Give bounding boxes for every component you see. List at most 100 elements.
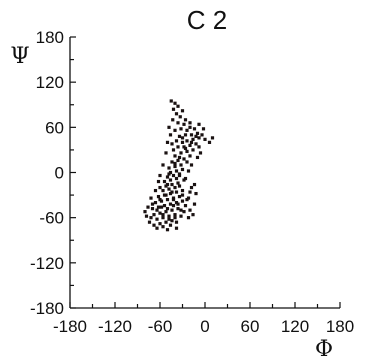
data-point: [200, 133, 204, 137]
data-point: [174, 112, 179, 116]
data-point: [179, 127, 183, 131]
data-point: [176, 207, 180, 211]
data-point: [159, 205, 164, 209]
data-point: [171, 198, 176, 202]
data-point: [164, 210, 168, 214]
data-point: [165, 228, 170, 232]
data-point: [174, 226, 179, 230]
data-point: [174, 139, 179, 143]
data-point: [197, 145, 201, 149]
data-point: [176, 121, 180, 125]
data-point: [167, 166, 171, 170]
data-point: [168, 133, 173, 137]
data-point: [171, 107, 176, 111]
data-point: [177, 134, 182, 138]
data-point: [179, 208, 183, 212]
x-tick-label: 180: [326, 317, 354, 336]
data-point: [171, 148, 176, 152]
data-point: [168, 202, 173, 206]
data-point: [170, 160, 174, 164]
data-point: [192, 202, 197, 206]
data-point: [192, 127, 197, 131]
data-point: [170, 190, 174, 194]
data-point: [197, 136, 201, 140]
y-tick-label: 0: [55, 164, 64, 183]
data-point: [143, 210, 147, 214]
data-point: [186, 169, 191, 173]
data-point: [180, 199, 185, 203]
data-point: [198, 151, 203, 155]
data-point: [182, 157, 186, 161]
data-point: [158, 211, 162, 215]
data-point: [162, 204, 167, 208]
data-point: [173, 185, 177, 190]
data-point: [173, 161, 177, 166]
data-point: [170, 219, 174, 223]
y-tick-label: -180: [30, 299, 64, 318]
data-point: [180, 193, 185, 197]
data-point: [171, 173, 176, 178]
data-point: [152, 223, 156, 227]
data-point: [167, 172, 171, 176]
data-point: [152, 213, 156, 217]
data-point: [165, 182, 170, 187]
data-point: [179, 151, 183, 155]
y-tick-label: 60: [45, 118, 64, 137]
data-point: [162, 179, 167, 184]
data-point: [167, 214, 171, 218]
data-point: [195, 155, 200, 160]
data-point: [185, 160, 189, 164]
data-point: [174, 176, 179, 181]
data-point: [177, 194, 182, 199]
data-point: [174, 190, 179, 194]
data-point: [179, 163, 183, 167]
data-point: [180, 140, 185, 144]
data-point: [169, 99, 173, 103]
x-tick-label: 0: [200, 317, 209, 336]
data-point: [167, 187, 171, 191]
data-point: [150, 202, 155, 206]
data-point: [176, 145, 180, 149]
data-point: [164, 193, 168, 197]
data-point: [179, 214, 183, 218]
data-point: [171, 204, 176, 208]
y-ticks: 180 120 60 0 -60 -120 -180: [30, 28, 76, 318]
data-point: [173, 164, 177, 169]
data-point: [173, 216, 177, 220]
data-point: [158, 222, 162, 226]
data-point: [185, 139, 189, 143]
data-point: [191, 137, 195, 141]
data-point: [177, 173, 182, 178]
data-point: [188, 190, 192, 194]
data-point: [165, 140, 170, 144]
data-point: [161, 163, 165, 167]
data-point: [165, 175, 170, 179]
data-point: [189, 185, 194, 190]
data-point: [168, 178, 173, 182]
data-point: [168, 223, 173, 227]
x-tick-label: -120: [98, 317, 132, 336]
data-point: [170, 182, 174, 187]
data-point: [176, 181, 180, 185]
data-point: [194, 191, 198, 196]
data-point: [194, 142, 198, 146]
data-point: [182, 210, 186, 214]
data-point: [156, 205, 161, 209]
data-point: [174, 220, 179, 224]
data-point: [201, 127, 206, 131]
data-point: [210, 136, 215, 140]
data-point: [170, 208, 174, 212]
y-tick-label: 120: [36, 73, 64, 92]
data-point: [146, 205, 150, 209]
data-point: [178, 115, 182, 119]
data-point: [164, 220, 168, 224]
data-point: [176, 104, 180, 108]
x-tick-label: 120: [281, 317, 309, 336]
data-point: [156, 194, 161, 199]
x-tick-label: -180: [53, 317, 87, 336]
data-point: [194, 134, 198, 138]
data-point: [161, 216, 165, 220]
data-point: [188, 143, 192, 147]
x-tick-label: 60: [241, 317, 260, 336]
